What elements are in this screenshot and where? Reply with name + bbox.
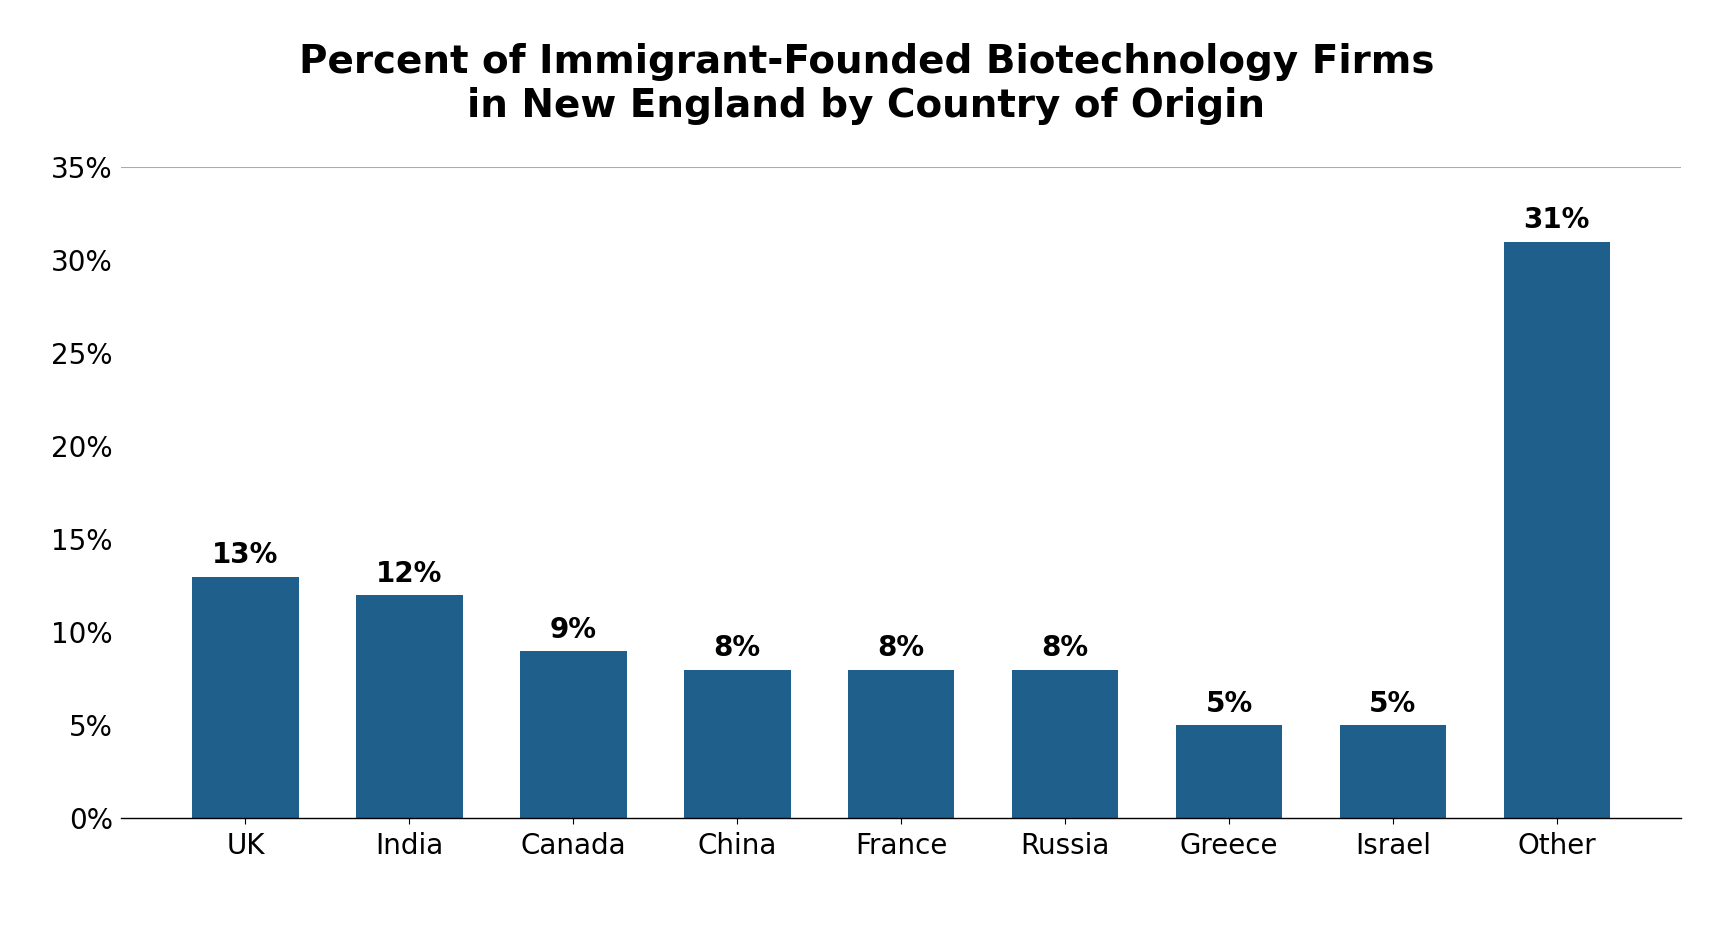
Text: 12%: 12% <box>376 560 442 588</box>
Text: 8%: 8% <box>876 634 925 662</box>
Text: 31%: 31% <box>1522 206 1590 234</box>
Bar <box>355 595 462 818</box>
Text: 9%: 9% <box>549 616 596 644</box>
Bar <box>1011 670 1117 818</box>
Text: 5%: 5% <box>1205 690 1252 718</box>
Bar <box>192 577 298 818</box>
Text: 13%: 13% <box>211 541 279 569</box>
Text: 8%: 8% <box>1041 634 1088 662</box>
Text: 5%: 5% <box>1368 690 1415 718</box>
Bar <box>847 670 954 818</box>
Bar <box>684 670 790 818</box>
Bar <box>1503 242 1609 818</box>
Bar <box>520 651 627 818</box>
Text: 8%: 8% <box>714 634 760 662</box>
Bar <box>1174 725 1282 818</box>
Bar <box>1339 725 1446 818</box>
Text: Percent of Immigrant-Founded Biotechnology Firms
in New England by Country of Or: Percent of Immigrant-Founded Biotechnolo… <box>298 43 1434 125</box>
